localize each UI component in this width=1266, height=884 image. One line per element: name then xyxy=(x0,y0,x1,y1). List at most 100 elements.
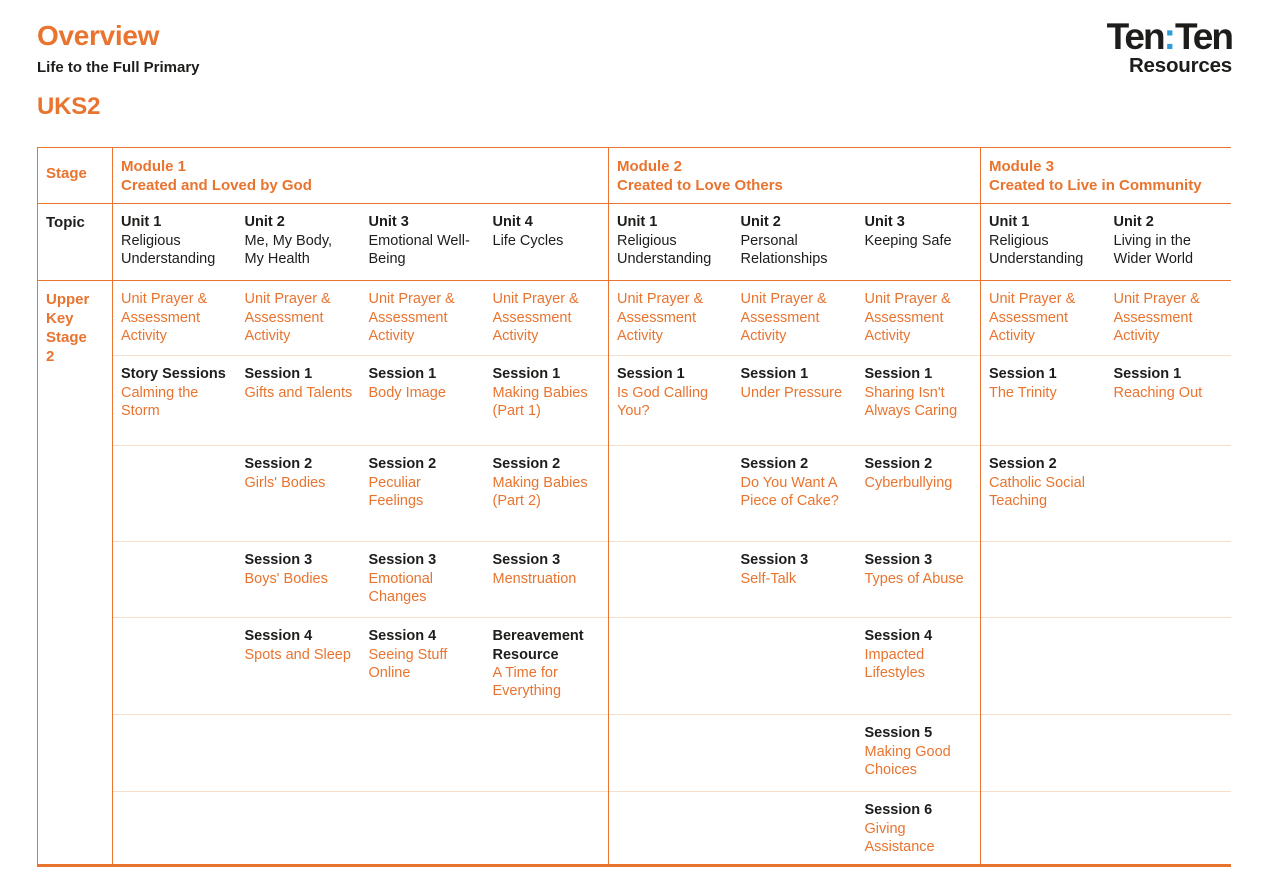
session-cell: Session 1 Reaching Out xyxy=(1105,355,1231,446)
session-heading: Session 2 xyxy=(864,456,933,473)
session-cell: Session 3 Types of Abuse xyxy=(856,541,981,618)
session-heading: Session 2 xyxy=(244,456,313,473)
session-heading: Session 3 xyxy=(864,552,933,569)
session-cell xyxy=(732,617,857,715)
unit-cell: Unit 2 Personal Relationships xyxy=(732,203,857,282)
session-cell: Story Sessions Calming the Storm xyxy=(112,355,237,446)
tenten-logo-wordmark: Ten:Ten xyxy=(1107,16,1234,57)
session-heading: Session 1 xyxy=(368,366,437,383)
session-heading: Session 4 xyxy=(368,628,437,645)
module-2-header: Module 2 Created to Love Others xyxy=(607,147,981,205)
session-cell: Session 3 Boys' Bodies xyxy=(236,541,361,618)
session-cell: Session 1 The Trinity xyxy=(980,355,1106,446)
session-cell xyxy=(1105,541,1231,618)
session-cell: Session 1 Sharing Isn't Always Caring xyxy=(856,355,981,446)
session-cell: Session 2 Do You Want A Piece of Cake? xyxy=(732,445,857,542)
module-header-row: Stage Module 1 Created and Loved by God … xyxy=(37,147,1231,205)
session-cell: Unit Prayer & Assessment Activity xyxy=(608,280,733,356)
session-topic: Reaching Out xyxy=(1113,384,1203,401)
session-cell xyxy=(1105,445,1231,542)
session-topic: Is God Calling You? xyxy=(617,384,709,419)
unit-name: Emotional Well-Being xyxy=(368,232,470,267)
session-topic: Unit Prayer & Assessment Activity xyxy=(740,291,827,344)
session-heading: Session 1 xyxy=(617,366,685,383)
session-cell: Session 4 Seeing Stuff Online xyxy=(360,617,485,715)
unit-label: Unit 2 xyxy=(1113,214,1154,231)
session-cell: Unit Prayer & Assessment Activity xyxy=(237,281,361,356)
session-topic: Cyberbullying xyxy=(864,474,953,491)
session-topic: Sharing Isn't Always Caring xyxy=(864,384,958,419)
module-3-title: Module 3 xyxy=(989,158,1055,175)
session-topic: Spots and Sleep xyxy=(244,646,351,663)
session-topic: Peculiar Feelings xyxy=(368,474,424,509)
session-cell: Session 2 Girls' Bodies xyxy=(236,445,361,542)
session-cell xyxy=(608,714,733,792)
unit-name: Religious Understanding xyxy=(617,232,712,267)
session-cell xyxy=(608,617,733,715)
unit-label: Unit 2 xyxy=(740,214,781,231)
session-cell: Unit Prayer & Assessment Activity xyxy=(857,281,981,356)
session-topic: Emotional Changes xyxy=(368,570,433,605)
session-cell xyxy=(360,714,485,792)
session-cell: Session 1 Making Babies (Part 1) xyxy=(484,355,609,446)
session-topic: Making Babies (Part 1) xyxy=(492,384,588,419)
unit-cell: Unit 4 Life Cycles xyxy=(484,203,609,282)
unit-name: Living in the Wider World xyxy=(1113,232,1194,267)
session-cell: Session 1 Under Pressure xyxy=(732,355,857,446)
session-cell: Unit Prayer & Assessment Activity xyxy=(1106,281,1231,356)
session-topic: Boys' Bodies xyxy=(244,570,328,587)
session-heading: Session 2 xyxy=(740,456,809,473)
session-topic: Making Babies (Part 2) xyxy=(492,474,588,509)
module-3-subtitle: Created to Live in Community xyxy=(989,177,1202,195)
topic-row: Topic Unit 1 Religious Understanding Unit… xyxy=(37,203,1231,282)
session-topic: Making Good Choices xyxy=(864,743,951,778)
session-cell: Unit Prayer & Assessment Activity xyxy=(361,281,485,356)
session-heading: Session 3 xyxy=(492,552,561,569)
session-cell: Unit Prayer & Assessment Activity xyxy=(980,280,1106,356)
session-heading: Session 3 xyxy=(368,552,437,569)
session-cell xyxy=(732,791,857,866)
session-cell: Session 2 Peculiar Feelings xyxy=(360,445,485,542)
session-topic: Under Pressure xyxy=(740,384,843,401)
session-heading: Session 4 xyxy=(864,628,933,645)
session-cell xyxy=(608,541,733,618)
session-cell xyxy=(112,541,237,618)
session-topic: Unit Prayer & Assessment Activity xyxy=(1113,291,1200,344)
session-cell xyxy=(484,714,609,792)
unit-label: Unit 2 xyxy=(244,214,285,231)
session-cell: Session 1 Is God Calling You? xyxy=(608,355,733,446)
topic-row-header: Topic xyxy=(37,203,113,282)
session-topic: Menstruation xyxy=(492,570,577,587)
key-stage-title: UKS2 xyxy=(37,93,101,120)
session-topic: Unit Prayer & Assessment Activity xyxy=(492,291,579,344)
session-5-row: Session 5 Making Good Choices xyxy=(38,714,1231,792)
unit-cell: Unit 1 Religious Understanding xyxy=(608,203,733,282)
unit-name: Me, My Body, My Health xyxy=(244,232,333,267)
session-cell: Session 5 Making Good Choices xyxy=(856,714,981,792)
session-topic: Unit Prayer & Assessment Activity xyxy=(989,291,1076,344)
unit-cell: Unit 1 Religious Understanding xyxy=(980,203,1106,282)
session-cell xyxy=(112,617,237,715)
module-2-title: Module 2 xyxy=(617,158,683,175)
prayer-assessment-row: Upper Key Stage 2 Unit Prayer & Assessme… xyxy=(37,280,1231,866)
tenten-logo-subtext: Resources xyxy=(1128,54,1232,77)
session-topic: Impacted Lifestyles xyxy=(864,646,925,681)
logo-word2: Ten xyxy=(1174,16,1234,57)
unit-cell: Unit 2 Me, My Body, My Health xyxy=(236,203,361,282)
session-cell xyxy=(112,714,237,792)
session-topic: Body Image xyxy=(368,384,446,401)
session-topic: Unit Prayer & Assessment Activity xyxy=(368,291,455,344)
page-title: Overview xyxy=(37,20,160,51)
session-cell xyxy=(980,541,1106,618)
unit-name: Religious Understanding xyxy=(989,232,1084,267)
session-topic: Girls' Bodies xyxy=(244,474,326,491)
session-heading: Session 6 xyxy=(864,802,933,819)
session-cell: Session 4 Impacted Lifestyles xyxy=(856,617,981,715)
session-heading: Session 1 xyxy=(244,366,313,383)
session-cell: Bereavement Resource A Time for Everythin… xyxy=(484,617,609,715)
logo-colon: : xyxy=(1163,16,1176,57)
session-3-row: Session 3 Boys' Bodies Session 3 Emotional… xyxy=(38,541,1231,618)
session-topic: Types of Abuse xyxy=(864,570,964,587)
session-cell xyxy=(980,617,1106,715)
